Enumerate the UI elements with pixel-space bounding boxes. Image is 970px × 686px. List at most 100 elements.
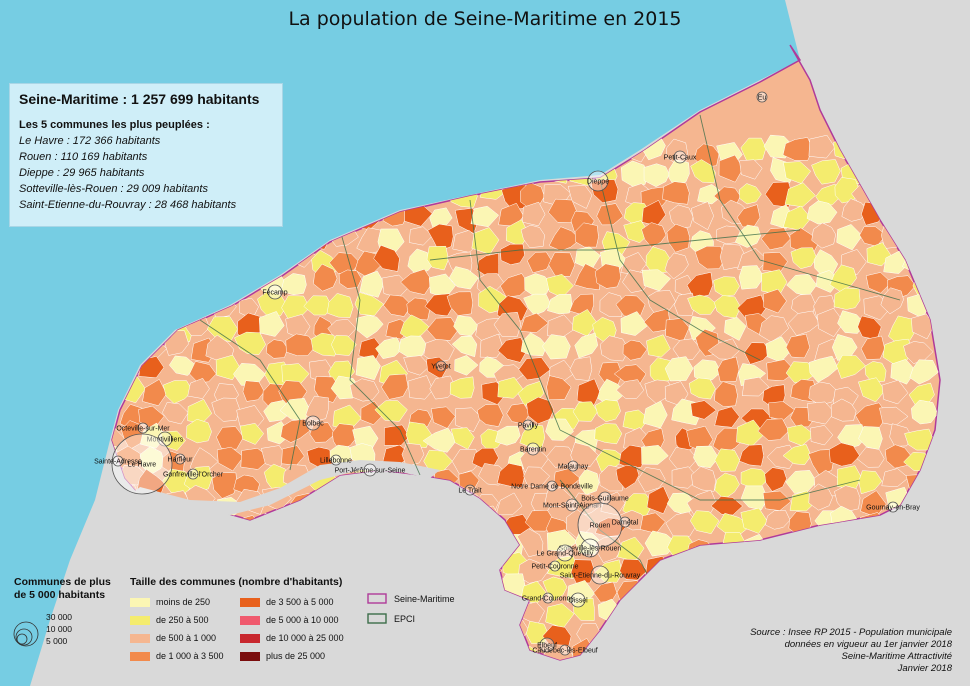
top5-item: Saint-Etienne-du-Rouvray : 28 468 habita…	[19, 199, 237, 211]
commune-patch	[186, 518, 216, 539]
commune-patch	[596, 203, 624, 226]
commune-patch	[186, 418, 212, 444]
city-circle	[590, 565, 610, 585]
commune-patch	[190, 662, 219, 685]
commune-patch	[384, 424, 410, 446]
commune-patch	[355, 355, 381, 381]
commune-patch	[376, 620, 403, 651]
commune-patch	[407, 490, 436, 518]
source-line: Janvier 2018	[897, 663, 952, 674]
commune-patch	[168, 355, 197, 376]
commune-patch	[526, 620, 549, 644]
city-label: Dieppe	[587, 179, 609, 186]
city-label: Le Trait	[458, 488, 481, 495]
commune-patch	[266, 555, 294, 579]
commune-patch	[408, 226, 433, 246]
city-circle	[887, 501, 899, 513]
commune-patch	[712, 427, 744, 455]
city-label: Sotteville-lès-Rouen	[559, 546, 622, 553]
city-label: Saint-Etienne-du-Rouvray	[560, 573, 641, 580]
city-label: Mont-Saint-Aignan	[543, 503, 601, 510]
commune-patch	[234, 331, 266, 355]
commune-patch	[454, 355, 479, 376]
commune-patch	[482, 627, 507, 648]
commune-patch	[163, 671, 189, 686]
city-label: Petit-Caux	[664, 155, 697, 162]
commune-patch	[285, 667, 310, 686]
commune-patch	[429, 641, 458, 660]
commune-patch	[643, 163, 670, 187]
commune-patch	[280, 553, 310, 577]
commune-patch	[431, 406, 456, 429]
commune-patch	[890, 359, 917, 385]
commune-patch	[764, 181, 793, 208]
class-legend-item: de 250 à 500	[130, 615, 209, 625]
commune-patch	[807, 537, 835, 559]
commune-patch	[495, 492, 523, 516]
swatch	[240, 597, 260, 607]
commune-patch	[454, 647, 482, 660]
commune-patch	[497, 337, 528, 363]
commune-patch	[112, 530, 122, 561]
commune-patch	[451, 335, 478, 358]
commune-patch	[542, 576, 568, 603]
commune-patch	[782, 574, 813, 601]
commune-patch	[572, 309, 598, 337]
class-legend-item: de 1 000 à 3 500	[130, 651, 224, 661]
commune-patch	[494, 425, 521, 446]
commune-patch	[569, 356, 593, 381]
city-label: Sainte-Adresse	[94, 459, 142, 466]
commune-patch	[889, 423, 913, 447]
commune-patch	[641, 445, 669, 465]
commune-patch	[424, 555, 454, 582]
city-circle	[619, 516, 631, 528]
commune-patch	[858, 559, 890, 586]
commune-patch	[902, 248, 933, 273]
commune-patch	[447, 515, 478, 541]
commune-patch	[285, 333, 316, 356]
circle-legend-title-2: de 5 000 habitants	[14, 589, 106, 601]
commune-patch	[599, 335, 630, 362]
commune-patch	[857, 603, 883, 628]
commune-patch	[787, 310, 820, 336]
commune-patch	[373, 244, 400, 272]
commune-patch	[782, 205, 812, 231]
commune-patch	[691, 201, 714, 231]
commune-patch	[714, 472, 740, 500]
commune-patch	[860, 140, 885, 163]
commune-patch	[112, 534, 143, 560]
commune-patch	[402, 670, 431, 686]
commune-patch	[718, 576, 743, 599]
commune-patch	[646, 485, 670, 515]
city-label: Port-Jérôme-sur-Seine	[335, 468, 406, 475]
city-circle	[305, 415, 321, 431]
city-label: Yvetot	[431, 364, 451, 371]
commune-patch	[856, 447, 885, 468]
commune-patch	[835, 599, 866, 623]
commune-patch	[669, 204, 694, 229]
commune-patch	[739, 159, 763, 180]
commune-patch	[163, 380, 194, 404]
commune-patch	[782, 444, 812, 466]
commune-patch	[881, 468, 909, 487]
commune-patch	[717, 356, 740, 382]
swatch	[130, 615, 150, 625]
commune-patch	[471, 227, 500, 255]
city-circle	[549, 560, 561, 572]
commune-patch	[574, 222, 599, 248]
commune-patch	[280, 418, 310, 443]
commune-patch	[574, 263, 601, 291]
commune-patch	[694, 245, 726, 270]
commune-patch	[665, 511, 699, 537]
source-line: Source : Insee RP 2015 - Population muni…	[750, 627, 952, 638]
legend-dept-label: Seine-Maritime	[394, 594, 455, 604]
commune-patch	[570, 559, 596, 584]
commune-patch	[687, 294, 718, 315]
commune-patch	[570, 442, 599, 468]
commune-patch	[641, 222, 667, 248]
commune-patch	[690, 159, 716, 184]
commune-patch	[790, 247, 817, 269]
commune-patch	[713, 295, 741, 319]
city-circle	[137, 422, 149, 434]
commune-patch	[860, 335, 885, 360]
